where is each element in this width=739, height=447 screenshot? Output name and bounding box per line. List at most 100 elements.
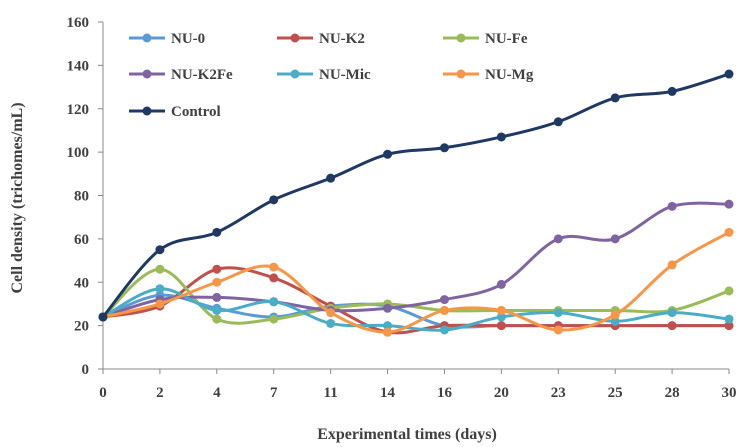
data-point-nu-mic (724, 314, 734, 324)
series-lines (98, 69, 734, 337)
data-point-nu-k2fe (496, 279, 506, 289)
legend-label: Control (171, 104, 221, 120)
data-point-nu-mg (667, 260, 677, 270)
x-tick-label: 28 (665, 385, 680, 401)
x-tick-label: 2 (156, 385, 164, 401)
legend-label: NU-Mic (319, 67, 371, 83)
data-point-nu-fe (212, 314, 222, 324)
legend-swatch-marker (290, 33, 300, 43)
y-tick-label: 20 (74, 319, 89, 335)
data-point-control (724, 69, 734, 79)
data-point-nu-k2fe (553, 234, 563, 244)
data-point-nu-k2 (496, 321, 506, 331)
data-point-control (553, 117, 563, 127)
legend-item-nu-mg: NU-Mg (443, 67, 534, 83)
y-axis-ticks: 0 20 40 60 80 100 120 140 160 (67, 15, 103, 378)
data-point-nu-mic (610, 316, 620, 326)
y-tick-label: 40 (74, 275, 89, 291)
legend-label: NU-K2 (319, 31, 365, 47)
data-point-control (667, 86, 677, 96)
y-tick-label: 80 (74, 189, 89, 205)
data-point-nu-fe (155, 264, 165, 274)
data-point-control (98, 312, 108, 322)
x-tick-label: 30 (722, 385, 737, 401)
x-tick-label: 14 (380, 385, 396, 401)
legend-item-nu-fe: NU-Fe (443, 31, 528, 47)
data-point-nu-mg (155, 299, 165, 309)
data-point-nu-k2 (724, 321, 734, 331)
y-tick-label: 160 (67, 15, 90, 31)
data-point-nu-mg (553, 325, 563, 335)
data-point-nu-mic (553, 308, 563, 318)
data-point-nu-k2fe (212, 292, 222, 302)
data-point-nu-mg (724, 227, 734, 237)
x-tick-label: 4 (213, 385, 221, 401)
data-point-control (155, 245, 165, 255)
data-point-nu-k2 (212, 264, 222, 274)
data-point-nu-k2fe (439, 295, 449, 305)
data-point-nu-k2fe (610, 234, 620, 244)
y-tick-label: 120 (67, 102, 90, 118)
x-tick-label: 25 (608, 385, 623, 401)
x-axis-ticks: 0 2 4 7 11 14 16 20 23 25 28 30 (99, 369, 737, 401)
x-tick-label: 7 (270, 385, 278, 401)
data-point-nu-k2 (667, 321, 677, 331)
series-control (98, 69, 734, 322)
legend-swatch-marker (456, 33, 466, 43)
y-tick-label: 0 (82, 362, 90, 378)
legend-swatch-marker (456, 69, 466, 79)
legend-item-control: Control (129, 104, 221, 120)
data-point-nu-mg (383, 327, 393, 337)
x-tick-label: 20 (494, 385, 509, 401)
legend-label: NU-Mg (485, 67, 534, 83)
data-point-control (269, 195, 279, 205)
data-point-nu-mg (439, 305, 449, 315)
legend-item-nu-k2: NU-K2 (277, 31, 365, 47)
data-point-nu-mic (326, 318, 336, 328)
legend: NU-0 NU-K2 NU-Fe NU-K2Fe NU-Mic NU-Mg Control (129, 31, 534, 120)
data-point-nu-fe (269, 314, 279, 324)
data-point-nu-mic (212, 305, 222, 315)
data-point-control (439, 143, 449, 153)
legend-item-nu-mic: NU-Mic (277, 67, 371, 83)
data-point-nu-mic (667, 308, 677, 318)
data-point-nu-mg (610, 310, 620, 320)
x-tick-label: 11 (324, 385, 338, 401)
y-tick-label: 60 (74, 232, 89, 248)
y-axis-title: Cell density (trichomes/mL) (9, 102, 26, 293)
data-point-nu-mic (383, 321, 393, 331)
data-point-nu-mg (269, 262, 279, 272)
legend-label: NU-K2Fe (171, 67, 233, 83)
data-point-nu-mg (326, 308, 336, 318)
data-point-nu-mic (496, 312, 506, 322)
data-point-nu-mic (155, 284, 165, 294)
data-point-nu-mic (439, 325, 449, 335)
legend-item-nu-k2fe: NU-K2Fe (129, 67, 233, 83)
legend-swatch-marker (142, 33, 152, 43)
x-axis-title: Experimental times (days) (317, 426, 497, 443)
x-tick-label: 23 (551, 385, 566, 401)
y-tick-label: 140 (67, 58, 90, 74)
data-point-control (212, 227, 222, 237)
data-point-nu-k2 (269, 273, 279, 283)
data-point-nu-mg (212, 277, 222, 287)
data-point-control (496, 132, 506, 142)
legend-swatch-marker (290, 69, 300, 79)
data-point-control (610, 93, 620, 103)
series-nu-mg (98, 227, 734, 337)
y-tick-label: 100 (67, 145, 90, 161)
data-point-nu-mic (269, 297, 279, 307)
legend-label: NU-0 (171, 31, 205, 47)
data-point-control (383, 149, 393, 159)
legend-swatch-marker (142, 69, 152, 79)
legend-item-nu-0: NU-0 (129, 31, 205, 47)
x-tick-label: 16 (437, 385, 453, 401)
legend-swatch-marker (142, 106, 152, 116)
data-point-nu-k2fe (667, 201, 677, 211)
x-tick-label: 0 (99, 385, 107, 401)
data-point-nu-fe (724, 286, 734, 296)
legend-label: NU-Fe (485, 31, 528, 47)
data-point-nu-mg (496, 305, 506, 315)
data-point-nu-k2fe (724, 199, 734, 209)
